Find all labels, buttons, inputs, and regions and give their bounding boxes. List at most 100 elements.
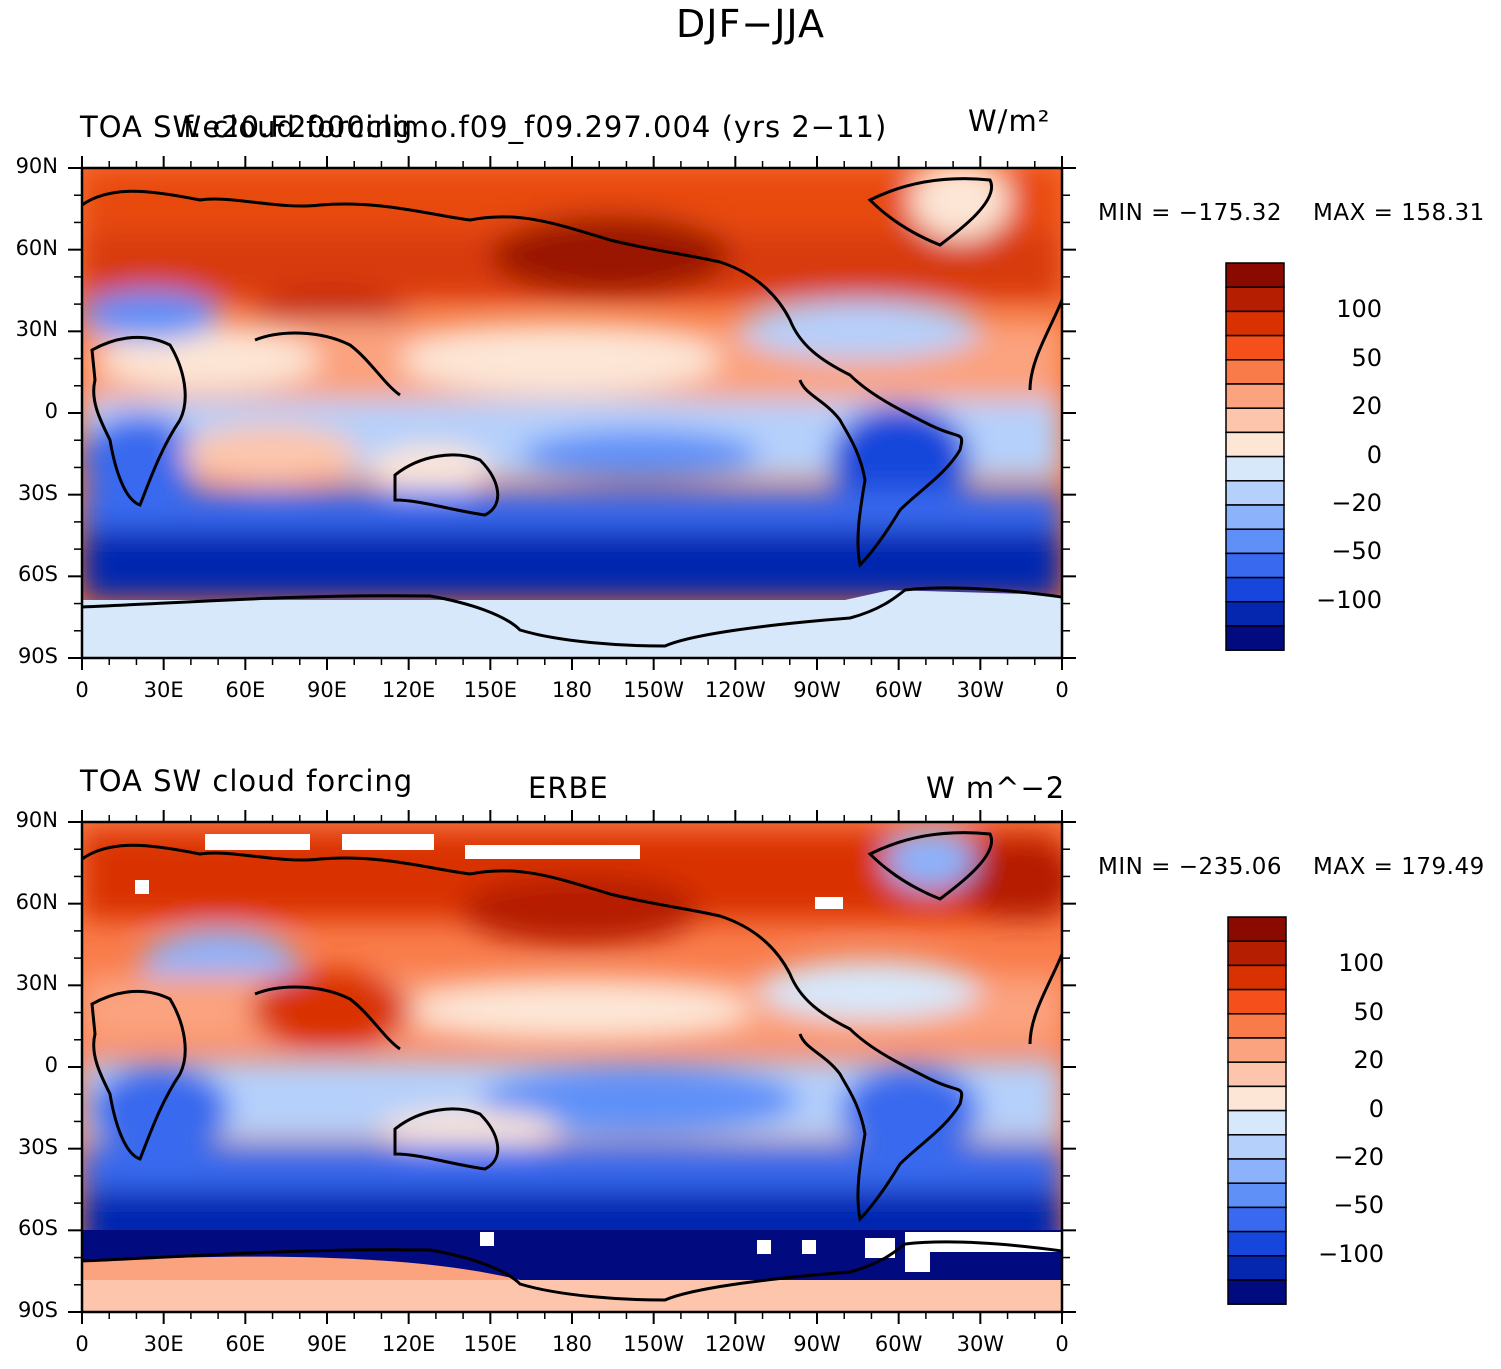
colorbar2-swatch [1227,964,1287,991]
colorbar1-swatch [1225,359,1285,385]
colorbar2-label: 50 [1353,997,1384,1026]
panel2-x-tick-label: 0 [1055,1332,1069,1356]
colorbar1-swatch [1225,310,1285,337]
colorbar1-swatch [1225,552,1285,579]
colorbar1-label: 100 [1336,295,1382,324]
panel2-left-title: TOA SW cloud forcing [80,764,414,798]
colorbar1-swatch [1225,334,1285,361]
panel1-max-label: MAX = 158.31 [1313,200,1485,226]
colorbar2-label: −50 [1333,1191,1384,1220]
colorbar1-swatch [1225,383,1285,409]
panel2-coastlines [82,831,1062,1302]
panel2-y-tick-label: 90S [17,1298,58,1322]
colorbar2-label: 20 [1353,1046,1384,1075]
panel2-x-tick-label: 30W [956,1332,1005,1356]
panel1-map [82,168,1062,658]
panel1-x-tick-label: 150W [623,678,685,702]
panel1-min-label: MIN = −175.32 [1098,200,1282,226]
panel1-x-tick-label: 60W [874,678,923,702]
colorbar2-swatch [1227,1255,1287,1281]
panel1-units: W/m² [968,104,1051,138]
colorbar2-swatch [1227,1206,1287,1233]
colorbar2-label: 0 [1368,1094,1384,1123]
panel1-y-tick-label: 60N [15,235,58,260]
panel1-x-tick-label: 0 [1055,678,1069,702]
panel1-y-tick-label: 90N [15,154,58,178]
colorbar1-swatch [1225,480,1285,506]
colorbar2-label: 100 [1338,949,1384,978]
panel2-missing-data [135,834,1062,1272]
panel2-y-tick-label: 60S [17,1216,58,1241]
colorbar2-swatch [1227,1158,1287,1184]
colorbar1-label: 0 [1366,440,1382,469]
colorbar1-label: 50 [1351,343,1382,372]
panel2-x-tick-label: 0 [75,1332,89,1356]
panel1-x-tick-label: 120E [381,678,436,702]
colorbar2-swatch [1227,1182,1287,1209]
panel2-x-tick-label: 120E [381,1332,436,1356]
colorbar1-swatch [1225,504,1285,530]
panel2-x-tick-label: 150E [463,1332,517,1356]
colorbar2-swatch [1227,1230,1287,1257]
colorbar1-swatch [1225,455,1285,482]
colorbar2-swatch [1227,1061,1287,1088]
panel2-y-tick-label: 30N [15,971,58,996]
colorbar2-label: −100 [1318,1239,1384,1268]
panel1-x-tick-label: 0 [75,678,89,702]
panel2-x-tick-label: 90E [307,1332,347,1356]
panel2-x-tick-label: 150W [623,1332,685,1356]
colorbar1-swatch [1225,576,1285,603]
panel1-y-tick-label: 30S [17,480,58,505]
panel2-map [82,822,1062,1312]
colorbar1-label: −100 [1316,585,1382,614]
colorbar1-swatch [1225,262,1285,288]
colorbar2-swatch [1227,916,1287,942]
colorbar2-swatch [1227,1037,1287,1063]
panel2-x-tick-label: 30E [143,1332,184,1356]
colorbar1-label: −20 [1331,489,1382,517]
panel1-x-tick-label: 90W [793,678,841,702]
panel2-y-tick-label: 60N [15,889,58,914]
colorbar2-swatch [1227,1279,1287,1305]
panel2-min-label: MIN = −235.06 [1098,854,1282,880]
panel1-x-tick-label: 90E [307,678,347,702]
colorbars-layer [1225,262,1287,1305]
colorbar1-swatch [1225,528,1285,555]
panel2-units: W m^−2 [926,771,1066,805]
panel2-y-tick-label: 30S [17,1134,58,1159]
panel2-x-tick-label: 90W [793,1332,841,1356]
colorbar2-swatch [1227,940,1287,967]
panel2-y-tick-label: 0 [44,1053,58,1077]
colorbar1-swatch [1225,407,1285,434]
panel1-y-tick-label: 60S [17,562,58,587]
colorbar1-label: −50 [1331,537,1382,566]
panel1-y-tick-label: 0 [44,399,58,423]
colorbar1-swatch [1225,431,1285,458]
panel1-left-title: TOA SW cloud forcing [80,110,414,144]
panel1-x-tick-label: 60E [225,678,266,702]
panel1-y-tick-label: 30N [15,317,58,342]
panel1-center-title: f.e20.F2000climo.f09_f09.297.004 (yrs 2−… [183,110,888,144]
panel1-x-tick-label: 30W [956,678,1005,702]
colorbar1-swatch [1225,601,1285,627]
colorbar1-label: 20 [1351,392,1382,421]
colorbar2-swatch [1227,1109,1287,1136]
axes-layer [68,156,1076,1324]
panel2-x-tick-label: 60W [874,1332,923,1356]
panel2-x-tick-label: 120W [704,1332,766,1356]
panel2-x-tick-label: 60E [225,1332,266,1356]
colorbar2-swatch [1227,1013,1287,1039]
panel2-center-title: ERBE [528,771,609,805]
panel1-x-tick-label: 120W [704,678,766,702]
panel1-y-tick-label: 90S [17,644,58,668]
panel2-max-label: MAX = 179.49 [1313,854,1485,880]
panel2-y-tick-label: 90N [15,808,58,832]
colorbar1-swatch [1225,625,1285,651]
colorbar1-swatch [1225,286,1285,313]
colorbar2-label: −20 [1333,1143,1384,1171]
figure-title: DJF−JJA [676,2,825,46]
colorbar2-swatch [1227,1085,1287,1112]
panel1-x-tick-label: 30E [143,678,184,702]
panel2-x-tick-label: 180 [551,1332,593,1356]
